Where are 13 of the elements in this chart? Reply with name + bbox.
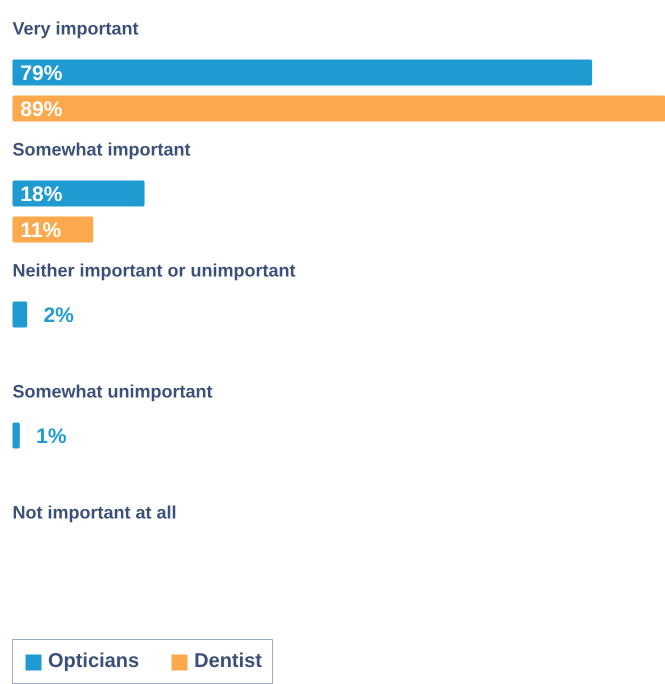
data-label: 18%: [20, 183, 63, 206]
y-tick-label: Very important: [12, 18, 139, 38]
y-tick-label: Somewhat important: [12, 140, 191, 160]
data-label: 79%: [20, 62, 63, 85]
y-tick-label: Neither important or unimportant: [12, 260, 296, 280]
data-label: 11%: [20, 219, 62, 242]
data-label: 89%: [20, 98, 63, 121]
y-tick-label: Somewhat unimportant: [12, 382, 213, 402]
data-label: 1%: [36, 425, 67, 448]
y-tick-label: Not important at all: [12, 502, 177, 522]
data-label: 2%: [44, 304, 74, 327]
legend-label: Opticians: [48, 650, 140, 673]
legend-label: Dentist: [194, 650, 262, 673]
